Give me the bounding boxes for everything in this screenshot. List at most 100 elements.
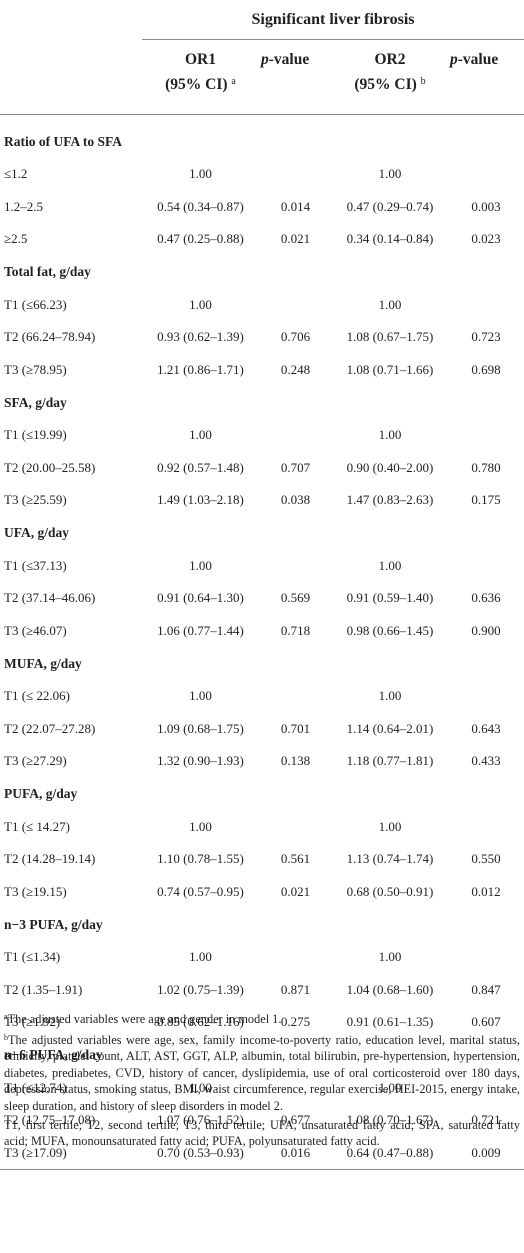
table-row: T2 (37.14–46.06) 0.91 (0.64–1.30) 0.569 0.9…	[0, 582, 524, 615]
row-label: T3 (≥1.92)	[4, 1014, 61, 1030]
or2-ci-label: (95% CI)	[354, 76, 417, 93]
table-row: T2 (1.35–1.91) 1.02 (0.75–1.39) 0.871 1.04 …	[0, 974, 524, 1007]
row-label: T2 (12.75–17.08)	[4, 1112, 96, 1128]
or2-value: 0.64 (0.47–0.88)	[332, 1136, 448, 1170]
or1-value: 1.00	[189, 296, 212, 312]
row-label: T2 (22.07–27.28)	[4, 720, 96, 736]
p2-value: 0.023	[471, 231, 501, 247]
p2-value: 0.643	[471, 720, 501, 736]
or1-value: 1.32 (0.90–1.93)	[157, 753, 244, 769]
p1-value: 0.561	[280, 851, 311, 867]
group-title: MUFA, g/day	[4, 655, 82, 671]
p2-value: 0.847	[471, 981, 501, 997]
or2-value: 1.47 (0.83–2.63)	[346, 492, 434, 508]
or1-value: 1.00	[189, 166, 212, 182]
or2-value: 1.00	[378, 1079, 402, 1095]
table-footnotes: aThe adjusted variables were age and gen…	[4, 1009, 520, 1152]
fibrosis-odds-table: Significant liver fibrosis OR1 (95% CI) …	[0, 0, 524, 1170]
row-label: T3 (≥27.29)	[4, 753, 67, 769]
table-row: T1 (≤66.23) 1.00 1.00	[0, 289, 524, 322]
row-label: T1 (≤12.74)	[4, 1079, 67, 1095]
row-label: T2 (20.00–25.58)	[4, 459, 96, 475]
group-header-row: UFA, g/day	[0, 517, 524, 550]
group-title: Total fat, g/day	[4, 264, 91, 279]
or1-value: 1.00	[189, 818, 212, 834]
table-title-row: Significant liver fibrosis	[0, 0, 524, 40]
or2-value: 0.90 (0.40–2.00)	[346, 459, 434, 475]
p1-value	[259, 811, 332, 844]
row-label: T1 (≤37.13)	[4, 557, 67, 573]
p1-value: 0.707	[280, 459, 311, 475]
table-row: T3 (≥78.95) 1.21 (0.86–1.71) 0.248 1.08 (0.…	[0, 354, 524, 387]
or1-value: 1.00	[189, 949, 212, 965]
group-title: n−3 PUFA, g/day	[4, 916, 103, 932]
or1-value: 0.91 (0.64–1.30)	[157, 590, 244, 606]
p2-value: 0.900	[471, 622, 501, 638]
row-label: ≤1.2	[4, 166, 28, 182]
or2-value: 1.04 (0.68–1.60)	[346, 981, 434, 997]
p2-value: 0.433	[471, 753, 501, 769]
row-label: 1.2–2.5	[4, 198, 43, 214]
p1-value	[259, 419, 332, 452]
or2-value: 1.00	[378, 557, 402, 573]
or1-value: 1.00	[189, 427, 212, 443]
or2-label: OR2	[374, 51, 406, 68]
group-header-row: Total fat, g/day	[0, 256, 524, 289]
table-row: ≥2.5 0.47 (0.25–0.88) 0.021 0.34 (0.14–0.84…	[0, 223, 524, 256]
or2-value: 1.14 (0.64–2.01)	[346, 720, 434, 736]
table-row: T2 (66.24–78.94) 0.93 (0.62–1.39) 0.706 1.0…	[0, 321, 524, 354]
or1-value: 1.00	[189, 1079, 212, 1095]
table-row: T2 (20.00–25.58) 0.92 (0.57–1.48) 0.707 0.9…	[0, 452, 524, 485]
pvalue-p: p	[261, 51, 269, 68]
group-header-row: n−6 PUFA, g/day	[0, 1039, 524, 1072]
p2-value	[448, 158, 524, 191]
p2-value: 0.607	[471, 1014, 501, 1030]
table-row: T1 (≤ 22.06) 1.00 1.00	[0, 680, 524, 713]
p2-value: 0.636	[471, 590, 501, 606]
or1-value: 0.47 (0.25–0.88)	[157, 231, 244, 247]
footnote-b: bThe adjusted variables were age, sex, f…	[4, 1032, 520, 1113]
or2-value: 0.34 (0.14–0.84)	[346, 231, 434, 247]
row-label: T1 (≤19.99)	[4, 427, 67, 443]
p1-value: 0.871	[280, 981, 311, 997]
or1-value: 1.21 (0.86–1.71)	[157, 361, 244, 377]
p1-value: 0.718	[280, 622, 311, 638]
group-title: Ratio of UFA to SFA	[4, 133, 122, 149]
p2-value: 0.175	[471, 492, 501, 508]
column-header-row: OR1 (95% CI) a p-value OR2 (95% CI) b p-…	[0, 39, 524, 115]
or1-footnote-mark: a	[231, 76, 236, 87]
or1-label: OR1	[185, 51, 216, 68]
p1-value: 0.138	[280, 753, 311, 769]
pvalue-suffix: -value	[268, 51, 310, 68]
row-label: T1 (≤66.23)	[4, 296, 67, 312]
group-title: n−6 PUFA, g/day	[4, 1047, 103, 1062]
p1-value	[259, 680, 332, 713]
p1-value: 0.706	[280, 329, 311, 345]
p2-value: 0.012	[471, 883, 501, 899]
row-label: T2 (37.14–46.06)	[4, 590, 96, 606]
table-row: T2 (12.75–17.08) 1.07 (0.76–1.52) 0.677 1.0…	[0, 1104, 524, 1137]
or1-header: OR1 (95% CI) a	[142, 39, 259, 115]
table-body: Ratio of UFA to SFA ≤1.2 1.00 1.00 1.2–2.5 0.…	[0, 125, 524, 1170]
p2-value: 0.723	[471, 329, 501, 345]
or2-value: 0.91 (0.61–1.35)	[346, 1014, 434, 1030]
row-label: T1 (≤ 22.06)	[4, 688, 70, 704]
p2-value	[448, 289, 524, 322]
pvalue-header-1: p-value	[259, 39, 332, 115]
or2-value: 1.08 (0.67–1.75)	[346, 329, 434, 345]
or1-value: 1.49 (1.03–2.18)	[157, 492, 244, 508]
group-header-row: SFA, g/day	[0, 386, 524, 419]
table-row: T1 (≤1.34) 1.00 1.00	[0, 941, 524, 974]
footnote-a: aThe adjusted variables were age and gen…	[4, 1012, 282, 1026]
table-title: Significant liver fibrosis	[142, 0, 524, 40]
table-row: T3 (≥19.15) 0.74 (0.57–0.95) 0.021 0.68 (0.…	[0, 876, 524, 909]
or2-header: OR2 (95% CI) b	[332, 39, 448, 115]
pvalue-header-2: p-value	[448, 39, 524, 115]
p2-value: 0.009	[448, 1136, 524, 1170]
p2-value: 0.780	[471, 459, 501, 475]
p2-value: 0.721	[471, 1112, 501, 1128]
or2-value: 1.00	[378, 427, 402, 443]
or2-value: 1.08 (0.70–1.67)	[346, 1112, 434, 1128]
row-label: T3 (≥17.09)	[0, 1136, 142, 1170]
table-row: T1 (≤12.74) 1.00 1.00	[0, 1072, 524, 1105]
